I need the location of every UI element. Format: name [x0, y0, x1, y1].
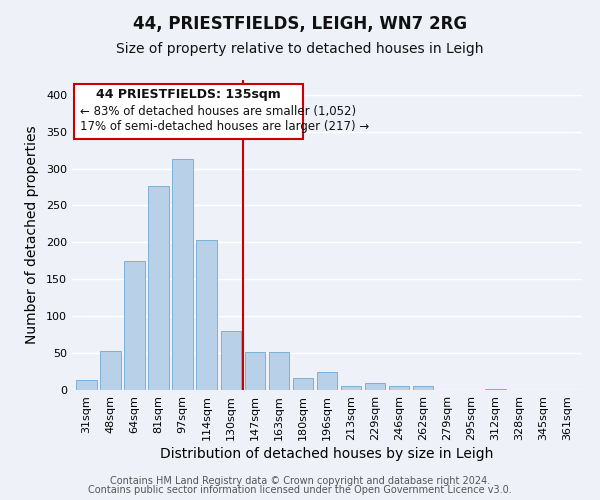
Bar	[365, 382, 385, 390]
Text: 44 PRIESTFIELDS: 135sqm: 44 PRIESTFIELDS: 135sqm	[96, 88, 281, 101]
Bar	[293, 378, 313, 390]
Bar	[245, 352, 265, 390]
Bar	[221, 331, 241, 390]
Bar	[196, 240, 217, 390]
Bar	[76, 380, 97, 390]
Bar	[148, 186, 169, 390]
Bar	[341, 386, 361, 390]
Text: 17% of semi-detached houses are larger (217) →: 17% of semi-detached houses are larger (…	[80, 120, 370, 132]
Bar	[389, 386, 409, 390]
Text: Contains public sector information licensed under the Open Government Licence v3: Contains public sector information licen…	[88, 485, 512, 495]
Bar	[269, 352, 289, 390]
Bar	[100, 351, 121, 390]
Text: Contains HM Land Registry data © Crown copyright and database right 2024.: Contains HM Land Registry data © Crown c…	[110, 476, 490, 486]
Text: ← 83% of detached houses are smaller (1,052): ← 83% of detached houses are smaller (1,…	[80, 104, 356, 118]
Bar	[317, 372, 337, 390]
Text: Size of property relative to detached houses in Leigh: Size of property relative to detached ho…	[116, 42, 484, 56]
Bar	[124, 261, 145, 390]
Bar	[172, 159, 193, 390]
Bar	[413, 386, 433, 390]
Text: 44, PRIESTFIELDS, LEIGH, WN7 2RG: 44, PRIESTFIELDS, LEIGH, WN7 2RG	[133, 15, 467, 33]
X-axis label: Distribution of detached houses by size in Leigh: Distribution of detached houses by size …	[160, 447, 494, 461]
Y-axis label: Number of detached properties: Number of detached properties	[25, 126, 39, 344]
